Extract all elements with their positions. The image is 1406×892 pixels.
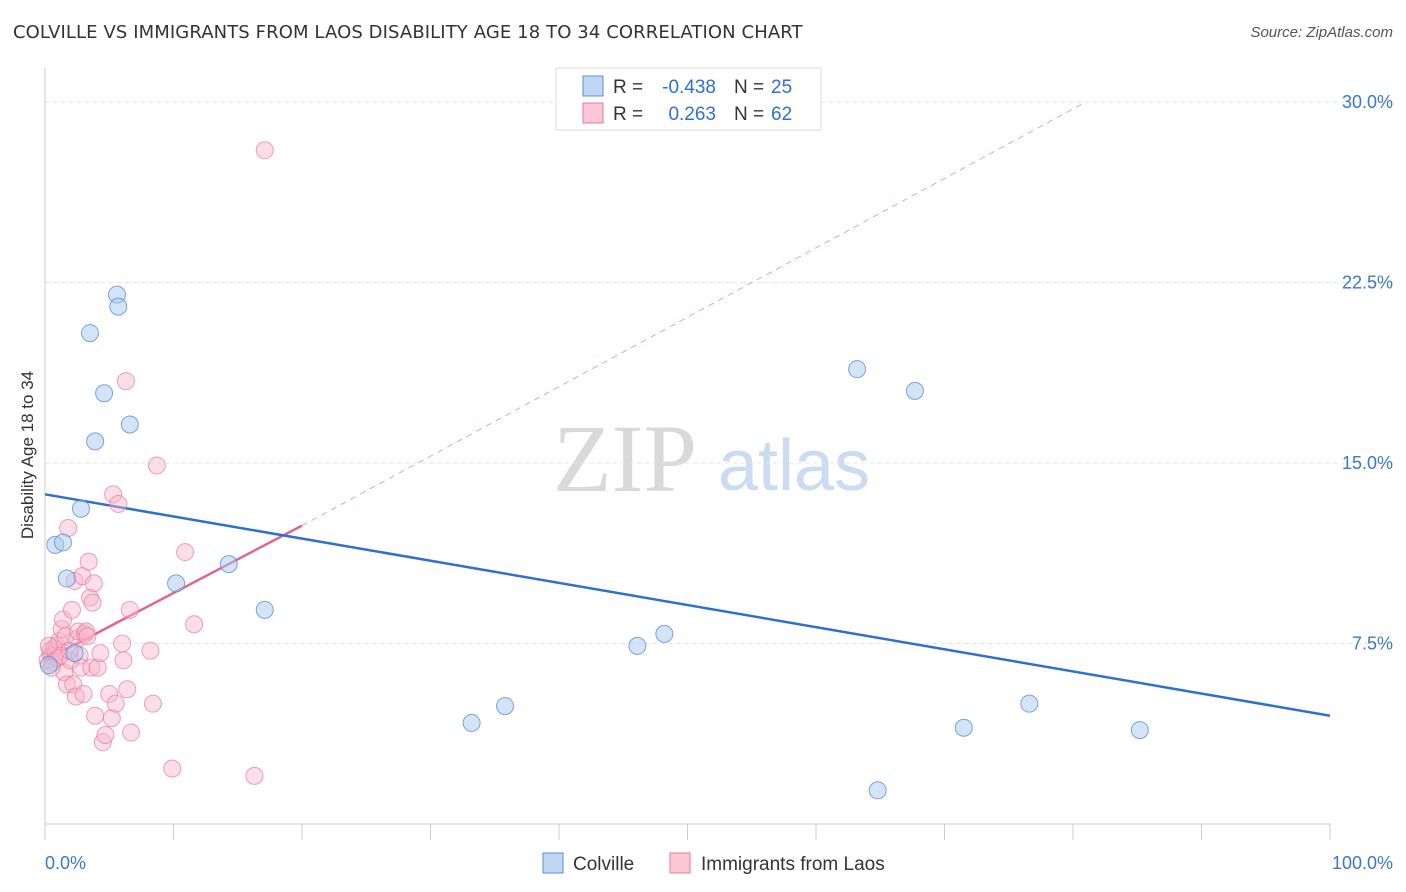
laos-point [88, 658, 107, 677]
gridlines [45, 101, 1392, 645]
laos-point [143, 694, 162, 713]
laos-trend-line [44, 524, 303, 662]
chart-title: COLVILLE VS IMMIGRANTS FROM LAOS DISABIL… [13, 22, 803, 43]
watermark-zip: ZIP [553, 405, 697, 512]
colville-point [848, 360, 867, 379]
laos-point [118, 680, 137, 699]
laos-point [96, 725, 115, 744]
legend-r-label: R = [613, 104, 643, 125]
legend-label-colville: Colville [573, 854, 634, 875]
laos-point [176, 543, 195, 562]
laos-point [109, 494, 128, 513]
y-tick-labels: 7.5% 15.0% 22.5% 30.0% [1342, 92, 1393, 653]
watermark-atlas: atlas [718, 426, 870, 506]
y-axis-title: Disability Age 18 to 34 [18, 371, 37, 539]
laos-point [114, 651, 133, 670]
colville-point [53, 533, 72, 552]
source-credit: Source: ZipAtlas.com [1250, 24, 1393, 41]
colville-point [219, 555, 238, 574]
laos-point [62, 600, 81, 619]
colville-point [1130, 721, 1149, 740]
y-tick-label: 30.0% [1342, 92, 1393, 112]
legend-n-label: N = [734, 104, 764, 125]
colville-point [39, 656, 58, 675]
laos-point [255, 141, 274, 160]
laos-point [74, 685, 93, 704]
laos-point [57, 675, 76, 694]
laos-point [82, 658, 101, 677]
colville-point [628, 636, 647, 655]
laos-point [78, 627, 97, 646]
laos-point [120, 600, 139, 619]
y-tick-label: 7.5% [1352, 634, 1393, 654]
colville-point [120, 415, 139, 434]
trend-lines [44, 101, 1331, 717]
legend-r-value: -0.438 [662, 77, 716, 98]
legend-n-label: N = [734, 77, 764, 98]
colville-point [905, 381, 924, 400]
axes [44, 68, 1331, 840]
colville-trend-line [44, 493, 1331, 717]
legend-n-value: 25 [771, 77, 792, 98]
colville-point [71, 499, 90, 518]
colville-point [57, 569, 76, 588]
laos-point [83, 593, 102, 612]
data-points [38, 141, 1149, 800]
colville-point [95, 384, 114, 403]
colville-point [65, 644, 84, 663]
laos-point [104, 485, 123, 504]
x-tick-label: 0.0% [45, 853, 86, 873]
laos-point [100, 685, 119, 704]
laos-point [102, 709, 121, 728]
laos-point [80, 588, 99, 607]
laos-point [245, 766, 264, 785]
x-tick-labels: 0.0% 100.0% [45, 853, 1393, 873]
legend-label-laos: Immigrants from Laos [701, 854, 885, 875]
laos-point [106, 694, 125, 713]
colville-point [462, 713, 481, 732]
laos-point [163, 759, 182, 778]
laos-point [141, 641, 160, 660]
laos-point [84, 574, 103, 593]
colville-point [655, 624, 674, 643]
x-tick-label: 100.0% [1332, 853, 1393, 873]
laos-point [93, 733, 112, 752]
legend-swatch-laos [669, 852, 691, 874]
colville-point [80, 324, 99, 343]
laos-trend-extension [301, 101, 1087, 527]
legend-n-value: 62 [771, 104, 792, 125]
colville-point [255, 600, 274, 619]
legend-swatch-colville [542, 852, 564, 874]
legend-r-label: R = [613, 77, 643, 98]
legend-swatch-colville [582, 75, 604, 97]
stats-legend: R = -0.438 N = 25 R = 0.263 N = 62 [555, 67, 822, 131]
colville-point [1020, 694, 1039, 713]
legend-swatch-laos [582, 102, 604, 124]
laos-point [185, 615, 204, 634]
laos-point [91, 644, 110, 663]
colville-point [496, 697, 515, 716]
laos-point [147, 456, 166, 475]
series-legend: Colville Immigrants from Laos [542, 852, 885, 875]
y-tick-label: 22.5% [1342, 273, 1393, 293]
legend-r-value: 0.263 [668, 104, 716, 125]
colville-point [954, 718, 973, 737]
colville-point [109, 297, 128, 316]
laos-point [39, 636, 58, 655]
laos-point [113, 634, 132, 653]
y-tick-label: 15.0% [1342, 453, 1393, 473]
colville-point [167, 574, 186, 593]
laos-point [116, 372, 135, 391]
colville-point [86, 432, 105, 451]
laos-point [86, 706, 105, 725]
laos-point [122, 723, 141, 742]
laos-point [79, 552, 98, 571]
colville-point [868, 781, 887, 800]
